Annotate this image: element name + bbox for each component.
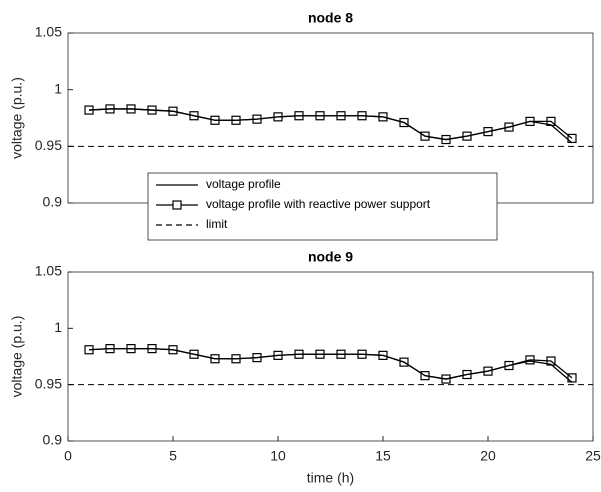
marker (189, 111, 199, 121)
marker (525, 355, 535, 365)
marker (399, 117, 409, 128)
y-tick-label: 1 (54, 319, 62, 335)
marker (210, 354, 220, 364)
marker (105, 104, 115, 114)
marker (378, 112, 388, 122)
axes-box (67, 271, 594, 442)
marker (504, 360, 514, 371)
y-tick-label: 1 (54, 80, 62, 96)
marker (252, 114, 262, 124)
marker (273, 350, 283, 360)
x-tick-label: 15 (375, 448, 391, 464)
y-axis-label: voltage (p.u.) (9, 77, 25, 159)
marker (147, 105, 157, 115)
marker (483, 126, 493, 137)
marker (420, 371, 430, 381)
marker (441, 374, 451, 384)
marker (567, 133, 577, 143)
x-tick-label: 20 (480, 448, 496, 464)
marker (168, 345, 178, 355)
marker (210, 115, 220, 125)
x-tick-label: 25 (585, 448, 601, 464)
marker (294, 349, 304, 359)
marker (462, 369, 472, 380)
marker (294, 111, 304, 121)
marker (147, 344, 157, 354)
marker (126, 344, 136, 354)
marker (420, 131, 430, 141)
marker (231, 354, 241, 364)
marker (441, 134, 451, 145)
marker (252, 353, 262, 363)
x-axis-label: time (h) (307, 470, 354, 486)
y-tick-label: 0.95 (35, 137, 62, 153)
y-tick-label: 0.9 (43, 432, 63, 448)
legend-label: voltage profile with reactive power supp… (206, 197, 431, 211)
chart-title: node 8 (308, 10, 353, 26)
y-tick-label: 0.95 (35, 375, 62, 391)
marker (525, 116, 535, 127)
marker (462, 131, 472, 141)
marker (126, 104, 136, 114)
marker (336, 349, 346, 359)
marker (105, 344, 115, 354)
marker (315, 111, 325, 121)
x-tick-label: 5 (169, 448, 177, 464)
y-tick-label: 1.05 (35, 24, 62, 40)
legend-label: limit (206, 217, 228, 231)
legend-box (147, 172, 498, 241)
y-axis-label: voltage (p.u.) (9, 316, 25, 398)
marker (378, 350, 388, 360)
x-tick-label: 0 (64, 448, 72, 464)
marker (357, 111, 367, 121)
marker (567, 373, 577, 383)
legend-marker (172, 200, 182, 210)
marker (504, 122, 514, 132)
marker (84, 105, 94, 115)
marker (483, 366, 493, 376)
marker (315, 349, 325, 359)
x-tick-label: 10 (270, 448, 286, 464)
marker (357, 349, 367, 359)
marker (546, 356, 556, 366)
chart-title: node 9 (308, 249, 353, 265)
legend-label: voltage profile (206, 177, 281, 191)
marker (336, 111, 346, 121)
marker (84, 345, 94, 355)
marker (231, 115, 241, 125)
marker (189, 349, 199, 359)
marker (546, 116, 556, 127)
y-tick-label: 1.05 (35, 263, 62, 279)
marker (273, 112, 283, 122)
marker (399, 357, 409, 367)
y-tick-label: 0.9 (43, 194, 63, 210)
marker (168, 106, 178, 116)
